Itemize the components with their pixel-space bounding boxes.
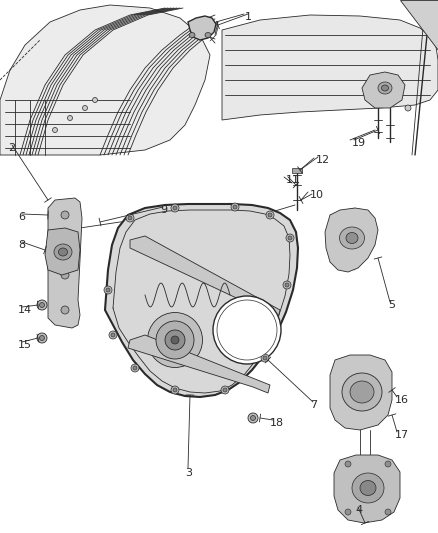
Ellipse shape bbox=[221, 386, 229, 394]
Ellipse shape bbox=[283, 281, 291, 289]
Polygon shape bbox=[400, 0, 438, 50]
Ellipse shape bbox=[61, 211, 69, 219]
Text: 4: 4 bbox=[355, 505, 362, 515]
Polygon shape bbox=[188, 16, 216, 40]
Ellipse shape bbox=[104, 286, 112, 294]
Polygon shape bbox=[0, 5, 210, 155]
Text: 12: 12 bbox=[316, 155, 330, 165]
Ellipse shape bbox=[342, 373, 382, 411]
Polygon shape bbox=[105, 204, 298, 397]
Text: 9: 9 bbox=[160, 205, 167, 215]
Ellipse shape bbox=[173, 388, 177, 392]
Polygon shape bbox=[325, 208, 378, 272]
Ellipse shape bbox=[286, 234, 294, 242]
Text: 8: 8 bbox=[18, 240, 25, 250]
Polygon shape bbox=[0, 160, 438, 533]
Polygon shape bbox=[222, 15, 438, 120]
Text: 11: 11 bbox=[286, 175, 300, 185]
Ellipse shape bbox=[171, 386, 179, 394]
Ellipse shape bbox=[217, 300, 277, 360]
Ellipse shape bbox=[111, 333, 115, 337]
Ellipse shape bbox=[233, 205, 237, 209]
Text: 10: 10 bbox=[310, 190, 324, 200]
Ellipse shape bbox=[67, 116, 73, 120]
Polygon shape bbox=[48, 198, 82, 328]
Ellipse shape bbox=[205, 33, 211, 37]
Ellipse shape bbox=[263, 356, 267, 360]
Ellipse shape bbox=[288, 236, 292, 240]
Ellipse shape bbox=[37, 333, 47, 343]
Text: 16: 16 bbox=[395, 395, 409, 405]
Ellipse shape bbox=[381, 85, 389, 91]
Ellipse shape bbox=[52, 233, 58, 237]
Ellipse shape bbox=[171, 204, 179, 212]
Ellipse shape bbox=[61, 241, 69, 249]
Ellipse shape bbox=[345, 461, 351, 467]
Ellipse shape bbox=[339, 227, 364, 249]
Polygon shape bbox=[0, 0, 438, 155]
Ellipse shape bbox=[213, 296, 281, 364]
Text: 18: 18 bbox=[270, 418, 284, 428]
Text: 19: 19 bbox=[352, 138, 366, 148]
Polygon shape bbox=[128, 335, 270, 393]
Ellipse shape bbox=[360, 481, 376, 496]
Ellipse shape bbox=[345, 509, 351, 515]
Ellipse shape bbox=[53, 127, 57, 133]
Polygon shape bbox=[220, 0, 438, 155]
Polygon shape bbox=[130, 236, 280, 318]
Ellipse shape bbox=[61, 306, 69, 314]
Polygon shape bbox=[330, 355, 392, 430]
Text: 5: 5 bbox=[388, 300, 395, 310]
Ellipse shape bbox=[92, 98, 98, 102]
Ellipse shape bbox=[171, 336, 179, 344]
Ellipse shape bbox=[346, 232, 358, 244]
Ellipse shape bbox=[148, 312, 202, 367]
Ellipse shape bbox=[231, 203, 239, 211]
Text: 17: 17 bbox=[395, 430, 409, 440]
Ellipse shape bbox=[385, 461, 391, 467]
Ellipse shape bbox=[109, 331, 117, 339]
Ellipse shape bbox=[128, 216, 132, 220]
Ellipse shape bbox=[39, 335, 45, 341]
Ellipse shape bbox=[37, 300, 47, 310]
Ellipse shape bbox=[261, 354, 269, 362]
Ellipse shape bbox=[251, 416, 255, 421]
Polygon shape bbox=[362, 72, 405, 108]
Ellipse shape bbox=[266, 211, 274, 219]
Ellipse shape bbox=[106, 288, 110, 292]
Ellipse shape bbox=[248, 413, 258, 423]
Text: 14: 14 bbox=[18, 305, 32, 315]
Ellipse shape bbox=[285, 283, 289, 287]
Ellipse shape bbox=[350, 381, 374, 403]
Ellipse shape bbox=[223, 388, 227, 392]
Ellipse shape bbox=[156, 321, 194, 359]
Ellipse shape bbox=[165, 330, 185, 350]
Polygon shape bbox=[292, 168, 302, 173]
Ellipse shape bbox=[385, 509, 391, 515]
Ellipse shape bbox=[59, 248, 67, 256]
Ellipse shape bbox=[126, 214, 134, 222]
Ellipse shape bbox=[61, 271, 69, 279]
Text: 15: 15 bbox=[18, 340, 32, 350]
Text: 6: 6 bbox=[18, 212, 25, 222]
Ellipse shape bbox=[133, 366, 137, 370]
Polygon shape bbox=[334, 455, 400, 523]
Ellipse shape bbox=[405, 105, 411, 111]
Text: 2: 2 bbox=[8, 143, 15, 153]
Polygon shape bbox=[45, 228, 80, 275]
Text: 3: 3 bbox=[185, 468, 192, 478]
Ellipse shape bbox=[189, 33, 195, 37]
Ellipse shape bbox=[378, 82, 392, 94]
Ellipse shape bbox=[39, 303, 45, 308]
Ellipse shape bbox=[352, 473, 384, 503]
Ellipse shape bbox=[268, 213, 272, 217]
Text: 7: 7 bbox=[310, 400, 317, 410]
Ellipse shape bbox=[54, 244, 72, 260]
Ellipse shape bbox=[173, 206, 177, 210]
Ellipse shape bbox=[82, 106, 88, 110]
Text: 1: 1 bbox=[245, 12, 252, 22]
Ellipse shape bbox=[131, 364, 139, 372]
